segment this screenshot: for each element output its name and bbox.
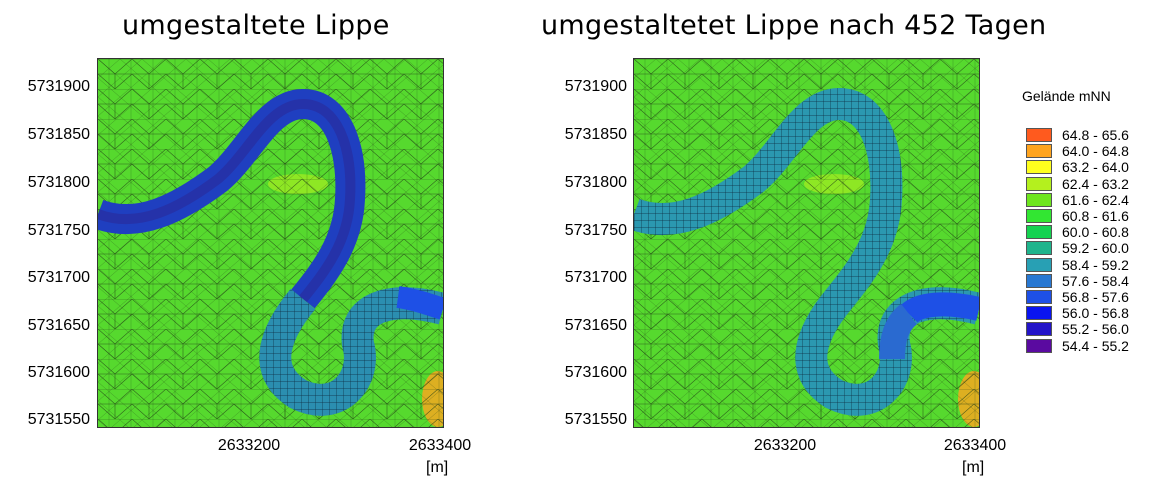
legend-label: 55.2 - 56.0	[1062, 321, 1129, 338]
legend-label: 56.0 - 56.8	[1062, 305, 1129, 322]
legend-label: 61.6 - 62.4	[1062, 191, 1129, 208]
legend-item: 63.2 - 64.0	[1026, 159, 1129, 175]
x-unit-label: [m]	[962, 459, 985, 476]
legend-swatch	[1026, 176, 1052, 191]
terrain-map-right	[633, 58, 980, 428]
y-tick-label: 5731900	[564, 78, 627, 95]
legend-label: 60.0 - 60.8	[1062, 224, 1129, 241]
y-tick-label: 5731600	[564, 364, 627, 381]
y-tick-label: 5731900	[27, 78, 90, 95]
legend-item: 56.8 - 57.6	[1026, 289, 1129, 305]
legend: 64.8 - 65.6 64.0 - 64.8 63.2 - 64.0 62.4 - …	[1026, 127, 1129, 354]
x-tick-label: 2633400	[408, 437, 472, 454]
legend-swatch	[1026, 160, 1052, 175]
legend-label: 60.8 - 61.6	[1062, 208, 1129, 225]
panel-right-title: umgestaltetet Lippe nach 452 Tagen	[541, 10, 1047, 41]
legend-label: 59.2 - 60.0	[1062, 240, 1129, 257]
y-tick-label: 5731650	[564, 317, 627, 334]
y-tick-label: 5731650	[27, 317, 90, 334]
legend-swatch	[1026, 257, 1052, 272]
y-tick-label: 5731700	[27, 269, 90, 286]
y-tick-label: 5731850	[27, 126, 90, 143]
legend-swatch	[1026, 209, 1052, 224]
legend-item: 56.0 - 56.8	[1026, 305, 1129, 321]
legend-label: 62.4 - 63.2	[1062, 175, 1129, 192]
legend-item: 57.6 - 58.4	[1026, 273, 1129, 289]
y-tick-label: 5731750	[27, 222, 90, 239]
legend-label: 56.8 - 57.6	[1062, 288, 1129, 305]
y-tick-label: 5731800	[564, 174, 627, 191]
legend-label: 64.0 - 64.8	[1062, 143, 1129, 160]
legend-item: 59.2 - 60.0	[1026, 240, 1129, 256]
legend-label: 57.6 - 58.4	[1062, 272, 1129, 289]
legend-item: 64.8 - 65.6	[1026, 127, 1129, 143]
y-tick-label: 5731550	[564, 411, 627, 428]
legend-swatch	[1026, 338, 1052, 353]
y-tick-label: 5731750	[564, 222, 627, 239]
legend-swatch	[1026, 192, 1052, 207]
legend-swatch	[1026, 322, 1052, 337]
x-unit-label: [m]	[426, 459, 449, 476]
legend-swatch	[1026, 225, 1052, 240]
panel-left-title: umgestaltete Lippe	[122, 10, 390, 41]
y-tick-label: 5731850	[564, 126, 627, 143]
legend-title: Gelände mNN	[1022, 88, 1111, 104]
legend-item: 58.4 - 59.2	[1026, 257, 1129, 273]
legend-item: 54.4 - 55.2	[1026, 337, 1129, 354]
legend-item: 60.0 - 60.8	[1026, 224, 1129, 240]
legend-item: 61.6 - 62.4	[1026, 192, 1129, 208]
y-tick-label: 5731600	[27, 364, 90, 381]
legend-swatch	[1026, 306, 1052, 321]
legend-label: 64.8 - 65.6	[1062, 127, 1129, 144]
legend-item: 62.4 - 63.2	[1026, 176, 1129, 192]
y-tick-label: 5731700	[564, 269, 627, 286]
legend-label: 54.4 - 55.2	[1062, 337, 1129, 354]
legend-label: 58.4 - 59.2	[1062, 256, 1129, 273]
legend-label: 63.2 - 64.0	[1062, 159, 1129, 176]
legend-item: 55.2 - 56.0	[1026, 321, 1129, 337]
legend-item: 60.8 - 61.6	[1026, 208, 1129, 224]
y-tick-label: 5731550	[27, 411, 90, 428]
legend-swatch	[1026, 241, 1052, 256]
terrain-map-left	[97, 58, 444, 428]
x-tick-label: 2633200	[753, 437, 817, 454]
legend-swatch	[1026, 144, 1052, 159]
legend-swatch	[1026, 289, 1052, 304]
y-tick-label: 5731800	[27, 174, 90, 191]
legend-item: 64.0 - 64.8	[1026, 143, 1129, 159]
x-tick-label: 2633400	[943, 437, 1007, 454]
legend-swatch	[1026, 128, 1052, 143]
x-tick-label: 2633200	[217, 437, 281, 454]
legend-swatch	[1026, 273, 1052, 288]
